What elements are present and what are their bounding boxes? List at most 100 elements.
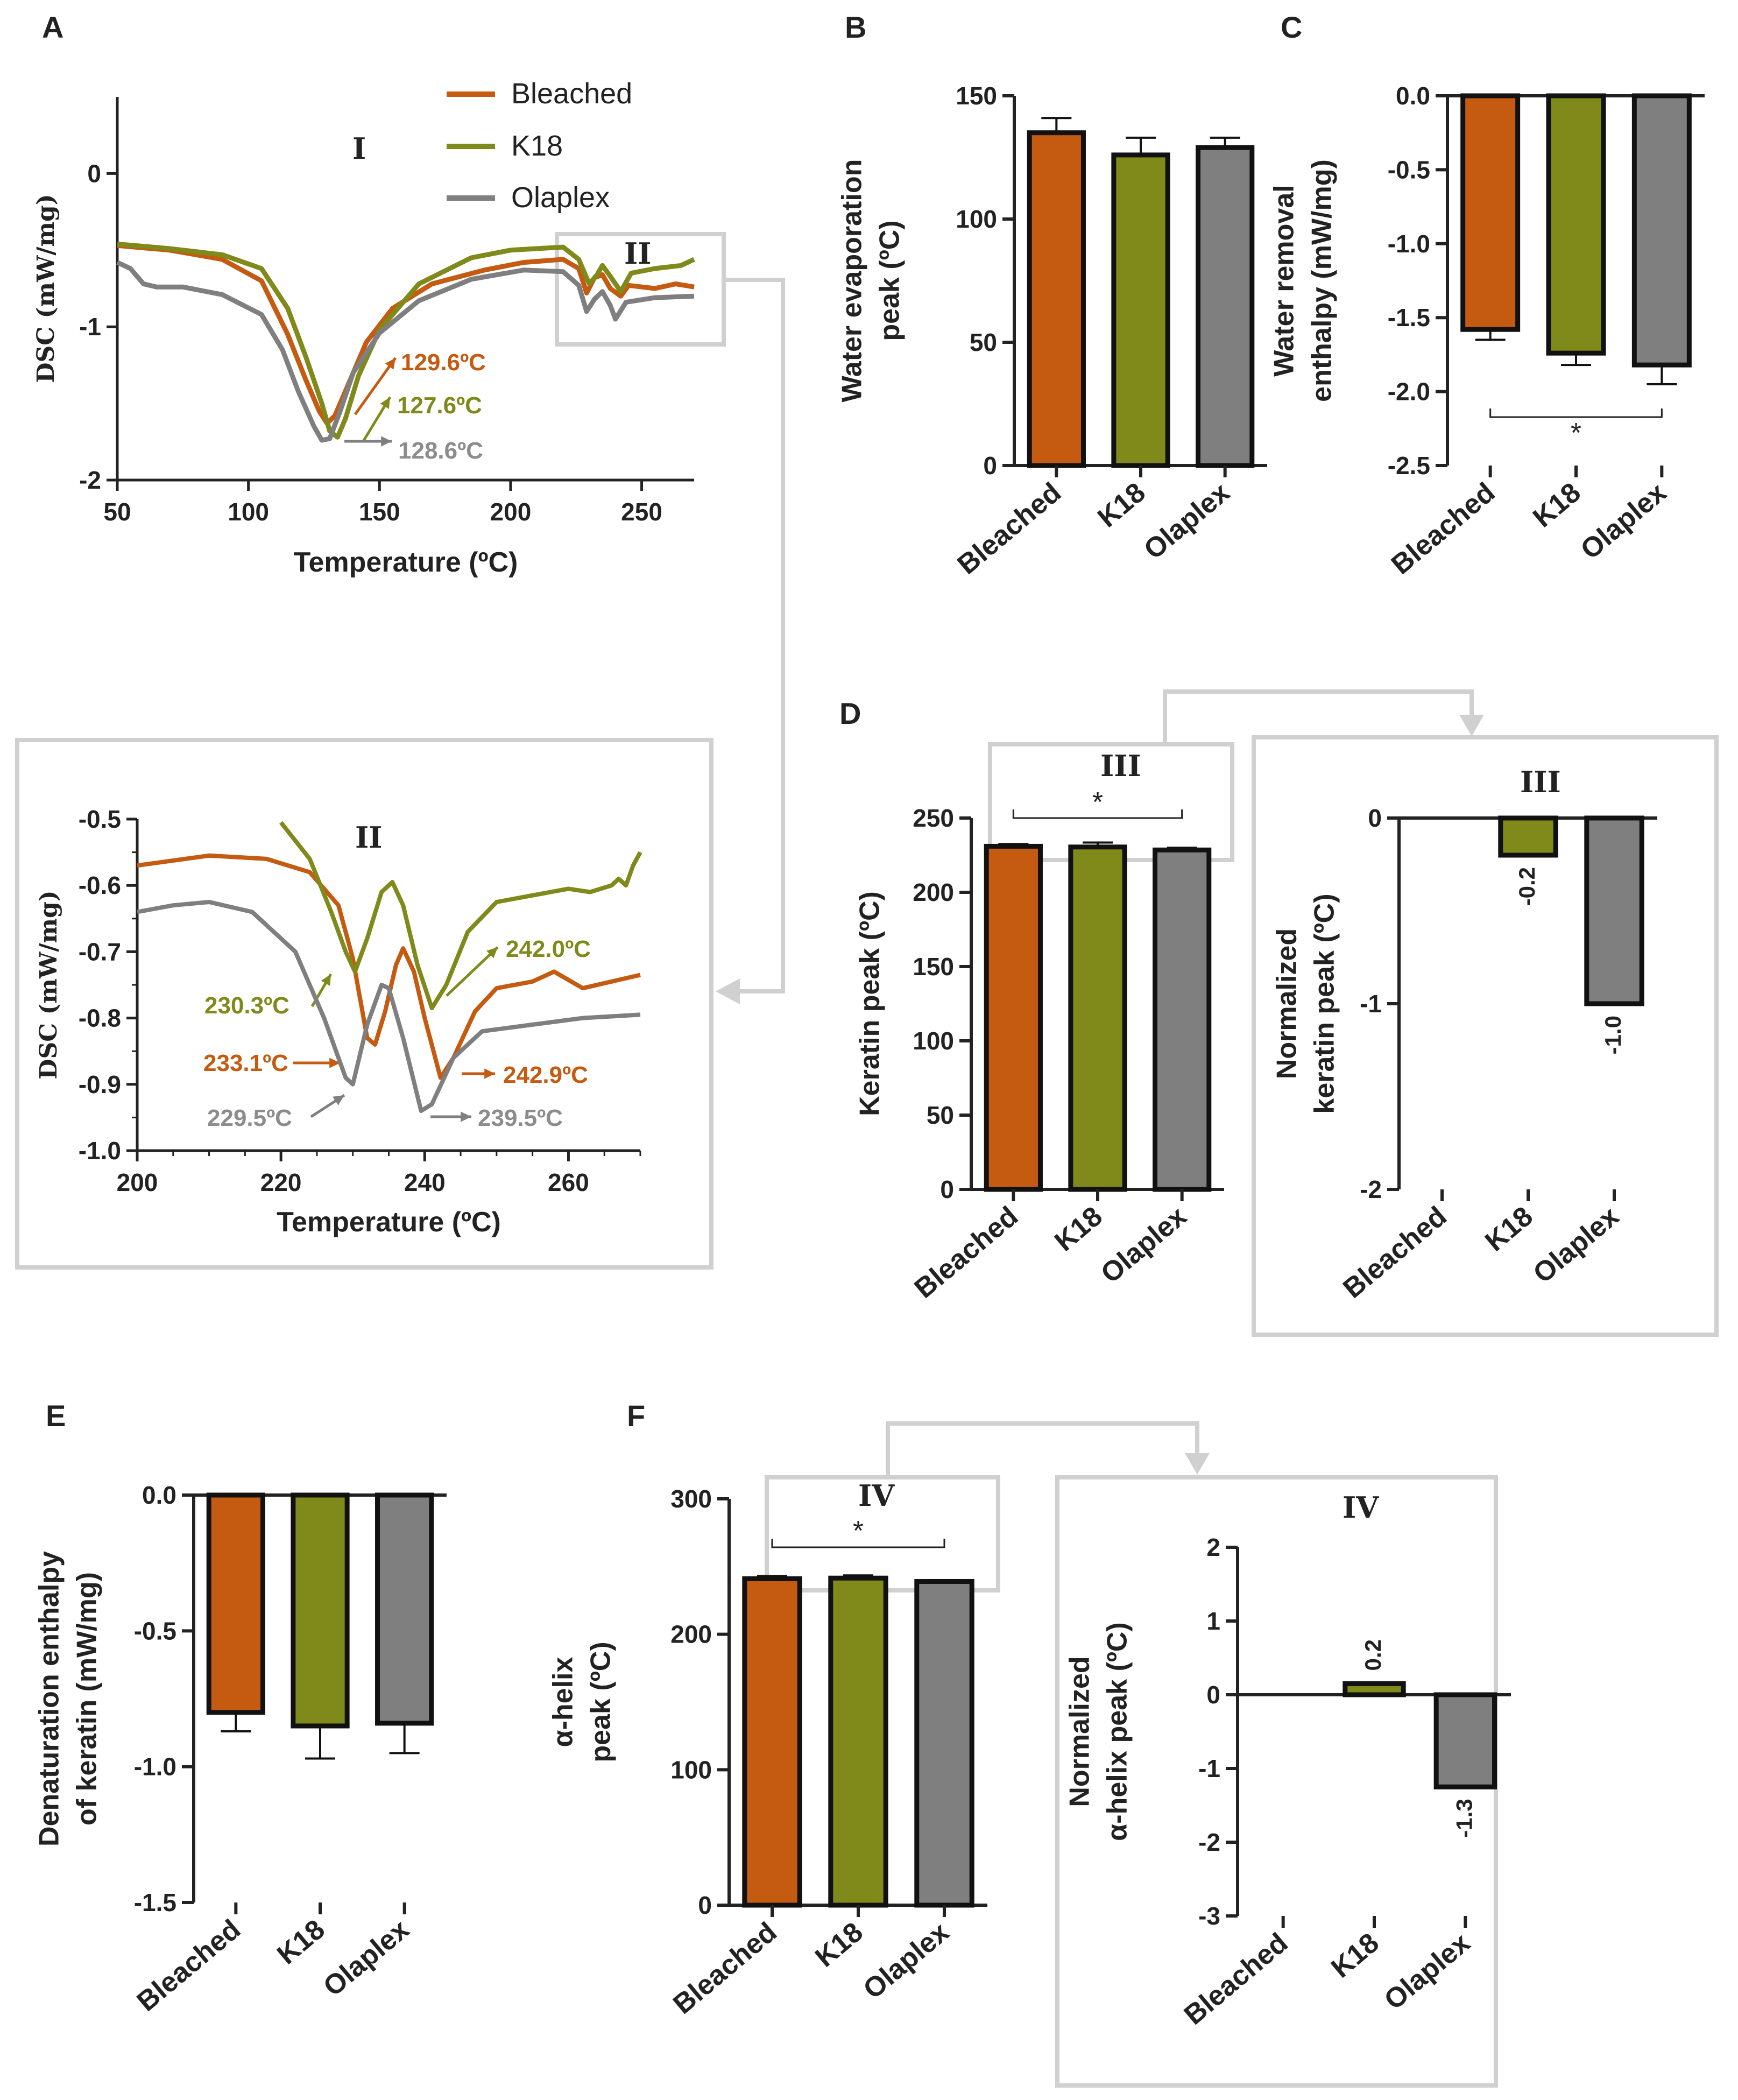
bar-k18 [1068, 844, 1127, 1192]
x-tick-label-k18: K18 [271, 1914, 330, 1971]
y-tick-label: 200 [670, 1620, 712, 1648]
panel-label-b: B [845, 10, 866, 44]
series-line-k18 [279, 821, 642, 1011]
x-tick-label-bleached: Bleached [909, 1201, 1024, 1305]
y-tick-label: 100 [670, 1756, 712, 1784]
bar-olaplex [1631, 93, 1692, 368]
zoom-region-label-ii: II [355, 820, 383, 855]
zoom-arrow-bleached-2-head [484, 1068, 495, 1079]
panel-label-f: F [627, 1399, 645, 1433]
value-label-olaplex: -1.0 [1600, 1016, 1626, 1054]
y-tick-label: -1 [1360, 990, 1382, 1018]
panel-label-d: D [839, 696, 861, 730]
zoom-arrow-bleached-1-head [329, 1058, 340, 1068]
y-tick-label: -1 [79, 313, 101, 341]
x-tick-label-bleached: Bleached [1386, 477, 1501, 581]
value-label-k18: 0.2 [1360, 1639, 1386, 1671]
x-tick-label-k18: K18 [1092, 477, 1151, 534]
bar-bleached [1027, 130, 1086, 468]
y-axis-title-line-1: peak (ºC) [874, 220, 906, 341]
y-axis-title: DSC (mW/mg) [35, 890, 62, 1079]
y-axis-title-line-0: Normalized [1064, 1656, 1096, 1807]
panel-label-e: E [46, 1399, 66, 1433]
x-tick-label-olaplex: Olaplex [317, 1914, 415, 2003]
y-tick-label: -2 [1198, 1828, 1220, 1856]
y-tick-label: 0 [87, 159, 101, 187]
x-tick-label-bleached: Bleached [1337, 1201, 1452, 1305]
x-tick-label: 50 [103, 498, 131, 526]
x-tick-label: 250 [621, 498, 662, 526]
y-axis-title-line-0: Water evaporation [837, 159, 868, 403]
x-tick-label: 220 [260, 1168, 302, 1196]
region-label-ii: II [624, 236, 652, 271]
bar-olaplex [1584, 815, 1644, 1006]
y-axis-title-line-1: α-helix peak (ºC) [1102, 1622, 1133, 1841]
y-tick-label: -1 [1198, 1754, 1220, 1782]
value-label-olaplex: -1.3 [1451, 1799, 1476, 1837]
y-tick-label: -0.5 [1388, 156, 1430, 184]
y-tick-label: 300 [670, 1485, 712, 1513]
zoom-label-bleached-2: 242.9ºC [503, 1062, 588, 1088]
x-tick-label: 100 [228, 498, 269, 526]
zoom-arrow-olaplex-2-head [461, 1111, 471, 1122]
zoom-label-k18-1: 230.3ºC [204, 992, 289, 1019]
panel-label-a: A [42, 10, 63, 44]
y-tick-label: 0 [698, 1891, 712, 1919]
x-axis-title: Temperature (ºC) [277, 1207, 501, 1238]
x-tick-label: 200 [490, 498, 532, 526]
peak-label-olaplex: 128.6ºC [398, 438, 483, 464]
y-tick-label: -0.9 [79, 1070, 121, 1098]
significance-star: * [1092, 787, 1103, 818]
bar-k18 [1546, 93, 1606, 356]
y-tick-label: 150 [913, 953, 954, 981]
y-tick-label: -1.0 [79, 1137, 121, 1165]
series-line-k18 [117, 241, 695, 440]
y-tick-label: -0.7 [79, 938, 121, 966]
x-tick-label-k18: K18 [1325, 1927, 1384, 1984]
bar-olaplex [375, 1492, 434, 1726]
arrow-bleached-peak [354, 357, 397, 415]
y-tick-label: -2.0 [1388, 378, 1430, 406]
x-tick-label-bleached: Bleached [131, 1914, 246, 2018]
y-tick-label: 50 [927, 1101, 954, 1129]
y-tick-label: 0 [1206, 1681, 1220, 1709]
x-tick-label-k18: K18 [809, 1916, 868, 1974]
significance-bracket [1489, 408, 1663, 418]
x-tick-label-k18: K18 [1527, 477, 1586, 534]
x-tick-label-k18: K18 [1049, 1201, 1108, 1258]
x-tick-label-bleached: Bleached [952, 477, 1067, 581]
series-line-olaplex [137, 900, 641, 1114]
zoom-label-olaplex-2: 239.5ºC [478, 1105, 563, 1131]
x-tick-label-k18: K18 [1479, 1201, 1538, 1258]
x-tick-label: 260 [548, 1168, 589, 1196]
y-tick-label: -1.0 [1388, 230, 1430, 258]
y-tick-label: 50 [970, 328, 997, 356]
significance-bracket [771, 1539, 945, 1548]
y-tick-label: 100 [913, 1027, 954, 1055]
x-tick-label: 150 [359, 498, 400, 526]
bar-bleached [742, 1576, 802, 1908]
y-tick-label: 150 [956, 82, 997, 110]
zoom-arrow-k18-2-head [486, 947, 498, 959]
arrow-k18-peak-head [380, 397, 390, 409]
y-tick-label: -2 [1360, 1175, 1382, 1203]
zoom-label-olaplex-1: 229.5ºC [207, 1105, 292, 1131]
y-tick-label: 100 [956, 205, 997, 233]
x-tick-label-olaplex: Olaplex [1379, 1927, 1476, 2016]
bar-k18 [1498, 815, 1558, 858]
y-tick-label: -3 [1198, 1902, 1220, 1930]
y-tick-label: 0 [1368, 804, 1382, 832]
x-tick-label-olaplex: Olaplex [858, 1916, 955, 2005]
inset-region-label-iv: IV [1343, 1490, 1379, 1525]
x-tick-label: 240 [404, 1168, 446, 1196]
y-tick-label: -2 [79, 466, 101, 494]
y-axis-title-line-1: peak (ºC) [585, 1641, 617, 1762]
zoom-arrow-k18-2 [446, 946, 499, 997]
bar-olaplex [1196, 145, 1255, 468]
y-tick-label: 0.0 [142, 1481, 176, 1509]
region-iii-panel-frame [1252, 735, 1719, 1337]
